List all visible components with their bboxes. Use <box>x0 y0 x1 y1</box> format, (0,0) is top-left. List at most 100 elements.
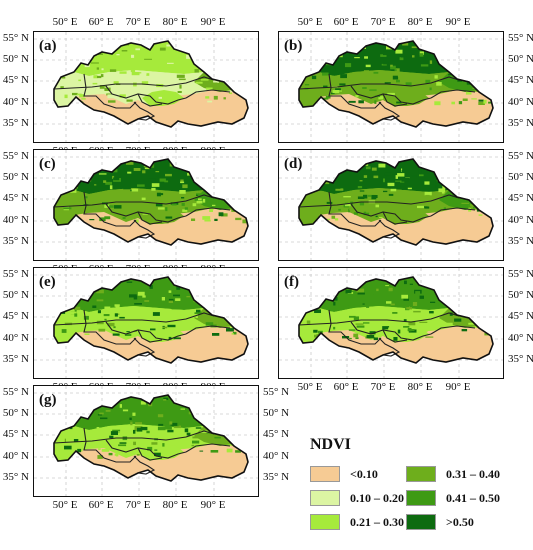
ndvi-pixel <box>105 410 111 412</box>
ndvi-pixel <box>388 84 395 89</box>
latitude-tick-label: 50° N <box>2 289 29 301</box>
ndvi-pixel <box>155 203 163 207</box>
ndvi-pixel <box>235 450 241 453</box>
ndvi-pixel <box>92 82 98 85</box>
country-border <box>382 93 408 107</box>
latitude-tick-label: 50° N <box>2 407 29 419</box>
ndvi-pixel <box>141 197 146 201</box>
ndvi-pixel <box>195 81 203 84</box>
country-border <box>430 207 476 217</box>
ndvi-pixel <box>203 423 211 426</box>
ndvi-pixel <box>125 211 129 214</box>
ndvi-pixel <box>148 178 156 182</box>
ndvi-pixel <box>310 69 313 73</box>
ndvi-pixel <box>135 48 140 51</box>
ndvi-pixel <box>318 330 323 334</box>
ndvi-pixel <box>397 185 401 190</box>
legend-swatch <box>406 466 436 482</box>
ndvi-pixel <box>383 95 390 99</box>
ndvi-pixel <box>231 333 234 335</box>
ndvi-pixel <box>171 203 177 206</box>
ndvi-pixel <box>305 312 310 314</box>
ndvi-pixel <box>464 300 471 303</box>
country-border <box>137 329 163 343</box>
ndvi-pixel <box>312 55 316 58</box>
ndvi-pixel <box>396 79 400 83</box>
ndvi-pixel <box>122 409 129 412</box>
ndvi-pixel <box>371 195 378 198</box>
ndvi-pixel <box>448 74 452 76</box>
ndvi-pixel <box>85 406 91 409</box>
ndvi-pixel <box>119 316 125 319</box>
ndvi-pixel <box>103 314 110 317</box>
ndvi-pixel <box>98 448 101 450</box>
ndvi-pixel <box>167 429 174 433</box>
ndvi-pixel <box>397 73 405 77</box>
ndvi-pixel <box>484 84 489 87</box>
ndvi-pixel <box>119 442 127 444</box>
ndvi-pixel <box>353 333 359 338</box>
ndvi-pixel <box>137 184 145 187</box>
ndvi-pixel <box>408 329 417 333</box>
latitude-tick-label: 45° N <box>2 428 29 440</box>
ndvi-pixel <box>222 176 227 178</box>
ndvi-pixel <box>233 399 238 402</box>
country-border <box>83 73 87 89</box>
ndvi-pixel <box>178 78 186 81</box>
ndvi-pixel <box>375 204 379 208</box>
ndvi-pixel <box>109 60 113 63</box>
ndvi-pixel <box>235 312 242 314</box>
ndvi-pixel <box>395 168 401 173</box>
ndvi-pixel <box>333 326 336 330</box>
map-panel: (e)50° E60° E70° E80° E90° E55° N50° N45… <box>3 267 259 393</box>
ndvi-pixel <box>472 301 478 305</box>
ndvi-pixel <box>177 313 181 317</box>
latitude-tick-label: 45° N <box>508 74 533 86</box>
ndvi-pixel <box>215 54 224 57</box>
region-outline <box>298 276 494 364</box>
ndvi-pixel <box>401 186 406 190</box>
ndvi-pixel <box>479 283 483 285</box>
ndvi-pixel <box>74 52 80 54</box>
ndvi-pixel <box>166 44 171 47</box>
ndvi-pixel <box>407 329 415 331</box>
ndvi-pixel <box>199 450 204 452</box>
ndvi-pixel <box>392 75 399 80</box>
ndvi-pixel <box>84 333 90 335</box>
ndvi-pixel <box>371 196 377 200</box>
ndvi-pixel <box>411 46 417 49</box>
ndvi-pixel <box>97 282 100 286</box>
ndvi-pixel <box>462 98 468 101</box>
ndvi-pixel <box>373 71 379 74</box>
region-outline <box>53 394 249 482</box>
ndvi-pixel <box>108 402 114 405</box>
ndvi-pixel <box>179 190 186 194</box>
ndvi-pixel <box>165 173 172 177</box>
ndvi-pixel <box>306 320 311 324</box>
ndvi-pixel <box>71 211 76 214</box>
ndvi-pixel <box>125 160 134 165</box>
ndvi-pixel <box>454 318 462 322</box>
ndvi-pixel <box>141 81 149 85</box>
ndvi-pixel <box>237 83 244 87</box>
ndvi-pixel <box>94 184 97 186</box>
ndvi-pixel <box>97 310 101 314</box>
ndvi-pixel <box>335 188 344 191</box>
country-border <box>53 312 215 326</box>
ndvi-pixel <box>142 295 146 298</box>
ndvi-pixel <box>99 412 104 415</box>
ndvi-pixel <box>440 288 446 290</box>
ndvi-pixel <box>133 295 138 300</box>
ndvi-pixel <box>386 301 392 304</box>
ndvi-pixel <box>235 89 243 93</box>
ndvi-pixel <box>313 329 318 333</box>
ndvi-pixel <box>425 336 434 338</box>
legend-label: 0.31 – 0.40 <box>446 467 500 481</box>
ndvi-pixel <box>223 97 226 100</box>
ndvi-pixel <box>232 331 237 335</box>
longitude-tick-label: 50° E <box>297 381 323 393</box>
ndvi-pixel <box>163 399 167 401</box>
ndvi-pixel <box>158 96 162 99</box>
ndvi-pixel <box>188 411 193 415</box>
ndvi-pixel <box>322 69 327 72</box>
